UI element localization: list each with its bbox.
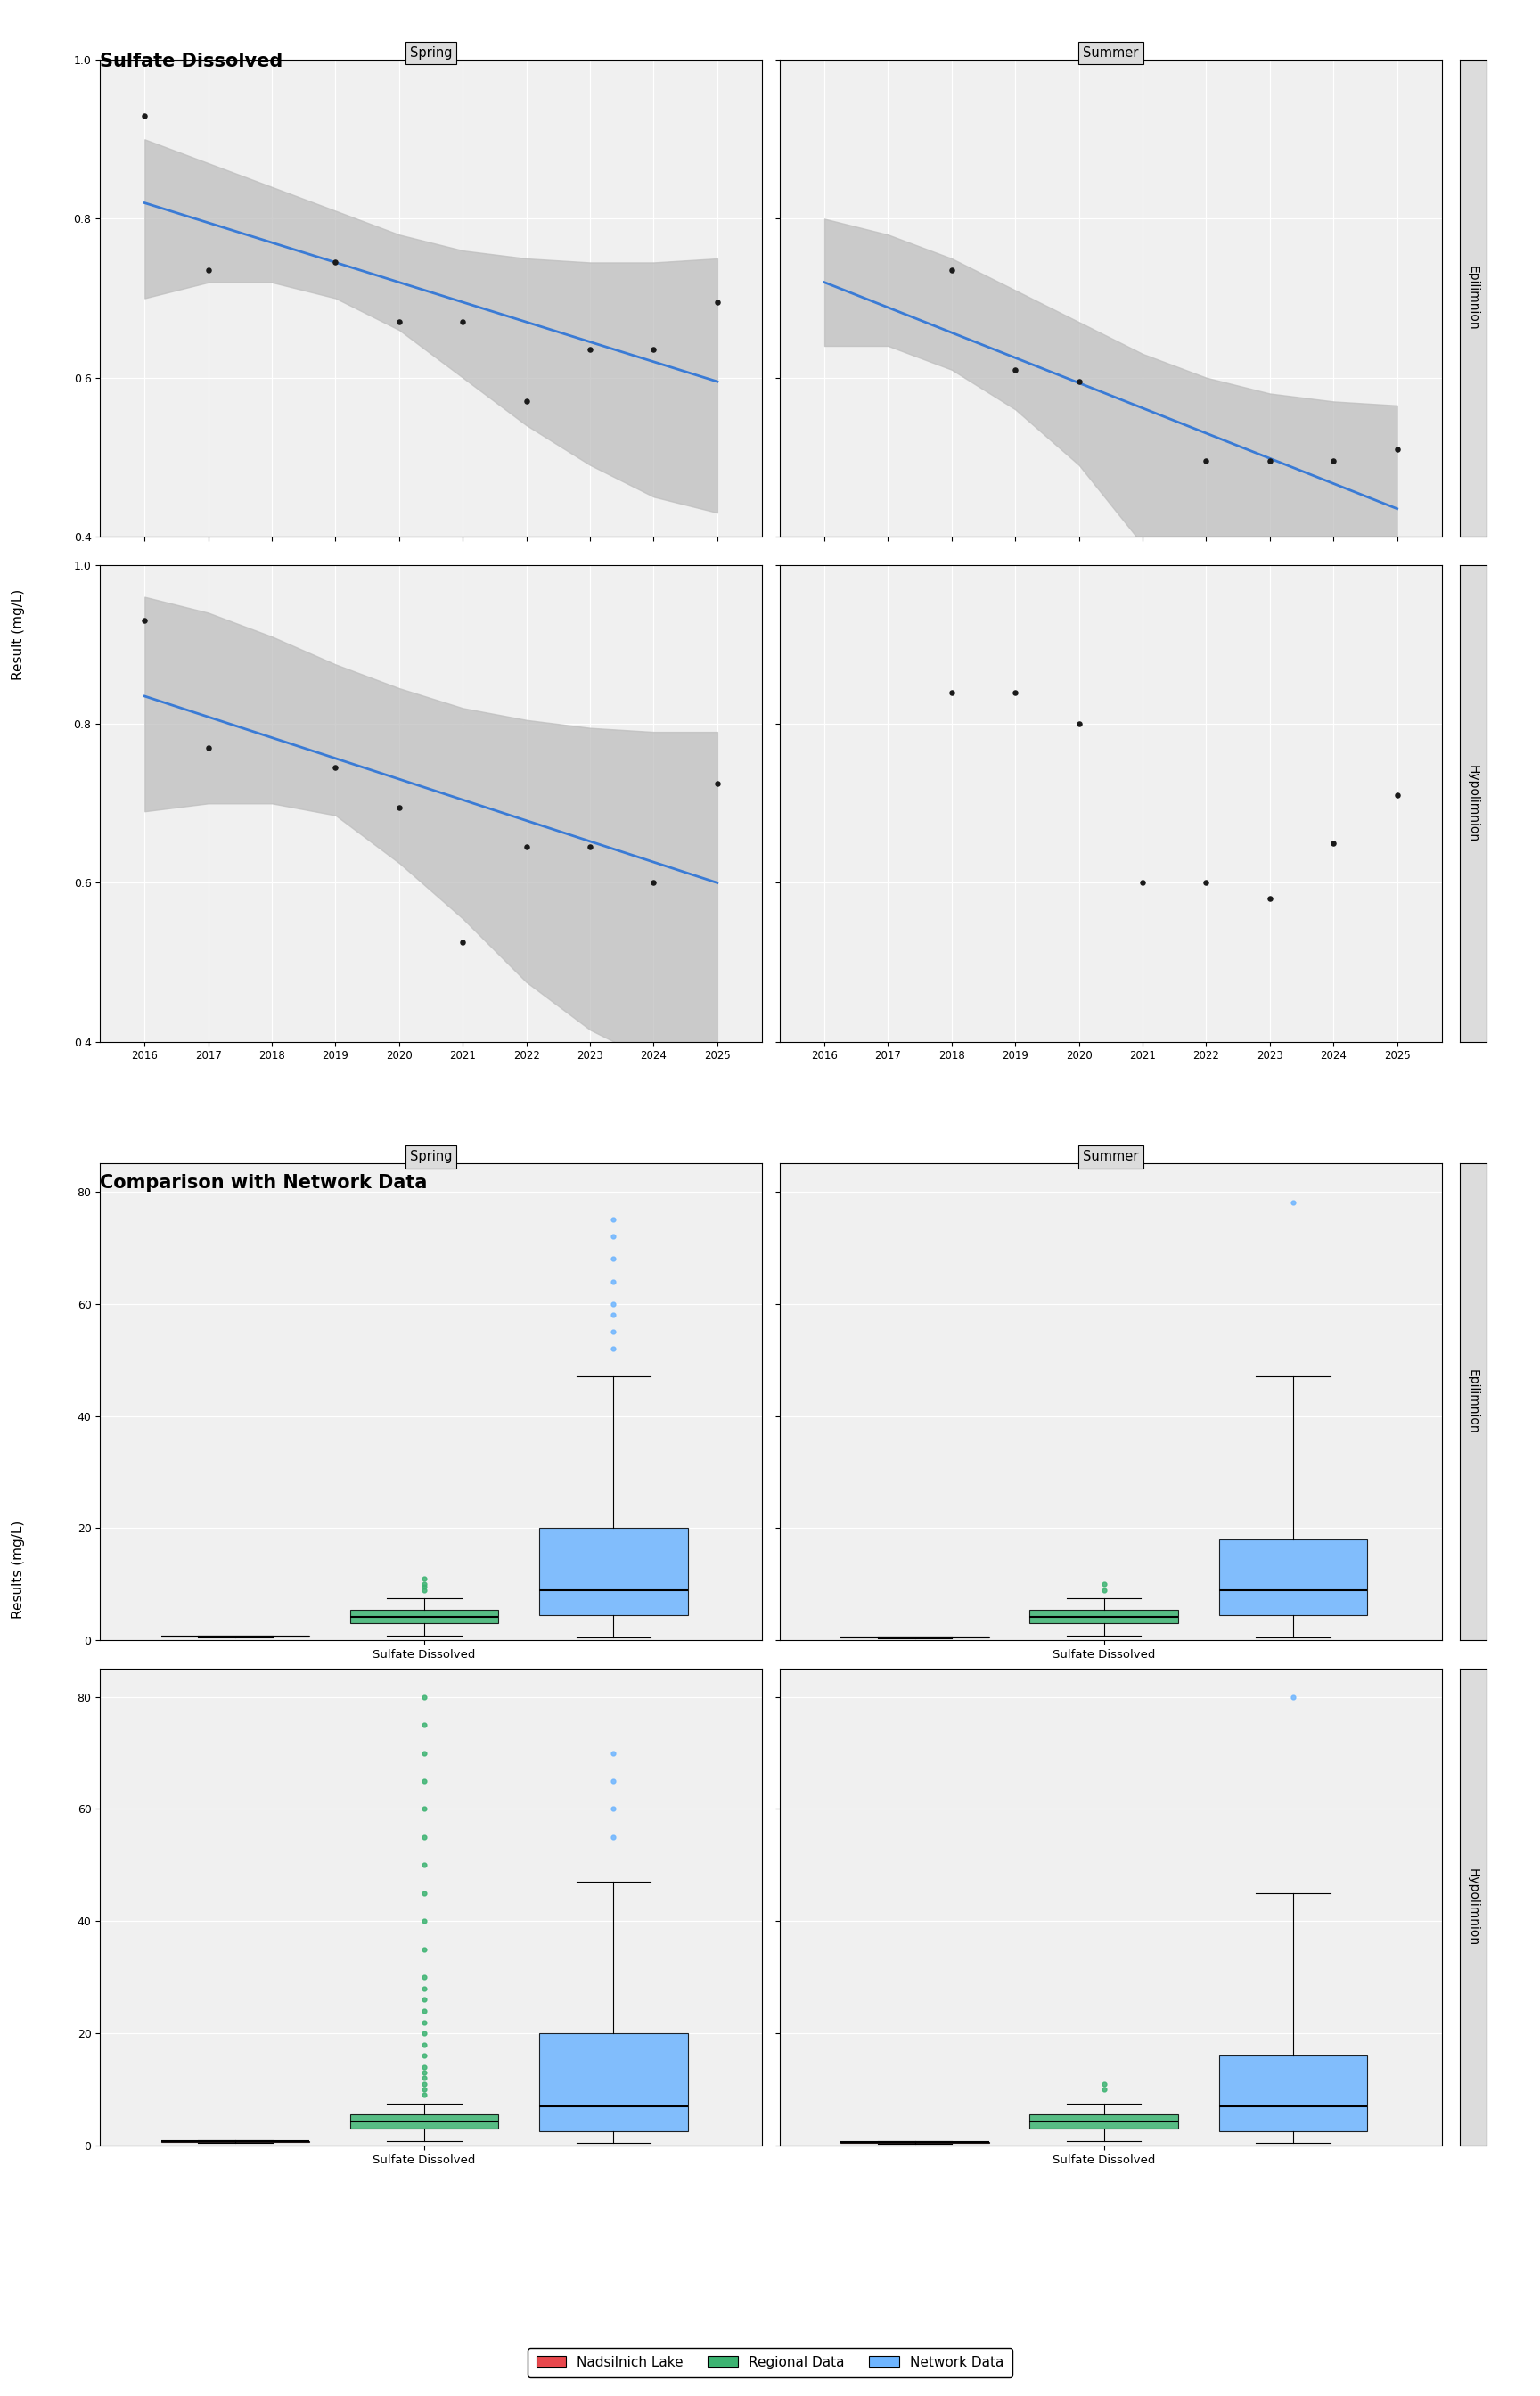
Point [1003, 350, 1027, 388]
Point [1384, 429, 1409, 467]
PathPatch shape [350, 1610, 499, 1624]
Point [578, 829, 602, 867]
Point [1194, 863, 1218, 901]
Point [641, 863, 665, 901]
Title: Spring: Spring [410, 46, 453, 60]
PathPatch shape [1218, 1538, 1368, 1615]
Point [451, 302, 476, 340]
Text: Comparison with Network Data: Comparison with Network Data [100, 1174, 428, 1191]
Point [1258, 879, 1283, 918]
PathPatch shape [350, 2116, 499, 2128]
Point [939, 673, 964, 712]
Point [705, 764, 730, 803]
Point [1067, 704, 1092, 743]
Point [132, 601, 157, 640]
Point [196, 728, 220, 767]
Point [1321, 824, 1346, 863]
Text: Results (mg/L): Results (mg/L) [12, 1519, 25, 1620]
Point [578, 331, 602, 369]
Text: Hypolimnion: Hypolimnion [1466, 764, 1478, 843]
Text: Sulfate Dissolved: Sulfate Dissolved [100, 53, 283, 69]
PathPatch shape [1030, 2116, 1178, 2128]
Point [1258, 441, 1283, 479]
Text: Epilimnion: Epilimnion [1466, 1371, 1478, 1435]
Point [1003, 673, 1027, 712]
Point [641, 331, 665, 369]
Point [323, 748, 348, 786]
Title: Summer: Summer [1083, 46, 1138, 60]
Point [1321, 441, 1346, 479]
PathPatch shape [539, 2034, 687, 2132]
Point [514, 383, 539, 422]
Point [1067, 362, 1092, 400]
Point [1194, 441, 1218, 479]
Title: Summer: Summer [1083, 1150, 1138, 1164]
Text: Hypolimnion: Hypolimnion [1466, 1869, 1478, 1946]
PathPatch shape [1218, 2056, 1368, 2132]
Point [387, 788, 411, 827]
Text: Epilimnion: Epilimnion [1466, 266, 1478, 331]
Text: Result (mg/L): Result (mg/L) [12, 589, 25, 680]
Point [132, 96, 157, 134]
Legend: Nadsilnich Lake, Regional Data, Network Data: Nadsilnich Lake, Regional Data, Network … [528, 2348, 1012, 2377]
PathPatch shape [539, 1529, 687, 1615]
PathPatch shape [1030, 1610, 1178, 1624]
Point [387, 302, 411, 340]
Point [705, 283, 730, 321]
Point [514, 829, 539, 867]
Point [323, 244, 348, 283]
Point [196, 252, 220, 290]
Point [1130, 863, 1155, 901]
Point [451, 922, 476, 961]
Title: Spring: Spring [410, 1150, 453, 1164]
Point [939, 252, 964, 290]
Point [1384, 776, 1409, 815]
